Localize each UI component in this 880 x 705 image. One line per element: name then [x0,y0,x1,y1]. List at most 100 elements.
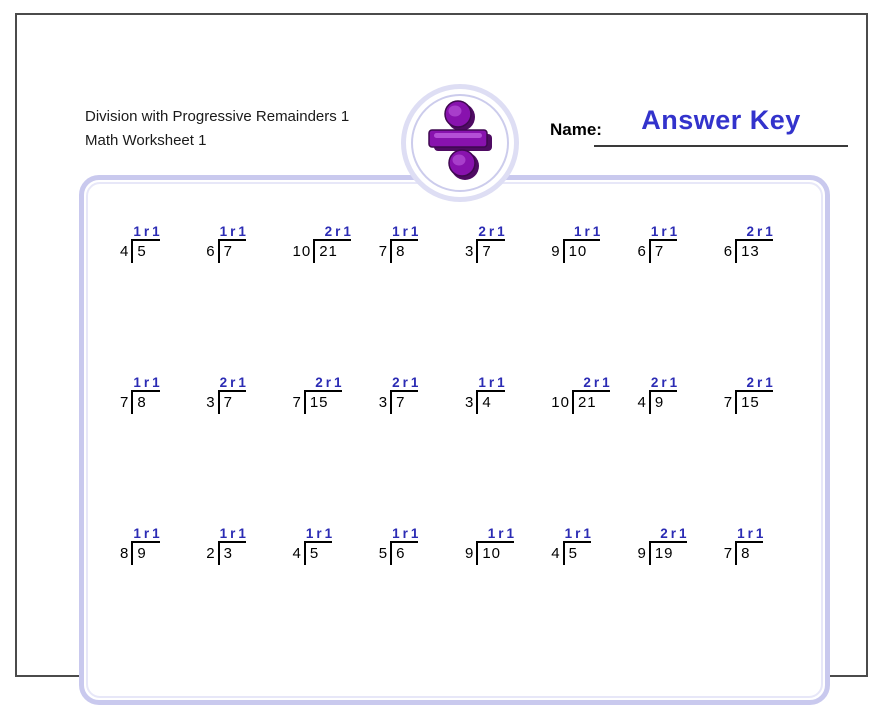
answer-key-text: Answer Key [641,105,801,135]
problem-divisor: 3 [206,394,216,411]
problem-dividend: 3 [217,541,246,565]
problem-divisor: 4 [551,545,561,562]
problem-row: 1 r 1 8 9 1 r 1 2 3 1 r 1 4 5 1 r 1 5 6 1 r 1 9 10 1 r 1 4 5 2 r 1 9 19 1 r 1… [120,526,810,565]
problem-divisor: 4 [637,394,647,411]
division-logo [401,84,519,202]
problem-dividend: 15 [735,390,773,414]
problem-dividend: 5 [562,541,591,565]
problem-divisor: 7 [378,243,389,260]
problem-dividend: 7 [476,239,505,263]
problem-dividend: 5 [131,239,160,263]
division-problem: 2 r 1 7 15 [724,375,773,414]
problem-dividend: 4 [476,390,505,414]
problem-dividend: 6 [390,541,419,565]
problem-row: 1 r 1 7 8 2 r 1 3 7 2 r 1 7 15 2 r 1 3 7 1 r 1 3 4 2 r 1 10 21 2 r 1 4 9 2 r… [120,375,810,414]
worksheet-subtitle: Math Worksheet 1 [85,132,207,149]
worksheet-title: Division with Progressive Remainders 1 [85,108,350,125]
worksheet-titles: Division with Progressive Remainders 1 M… [85,105,349,153]
problem-dividend: 9 [648,390,678,414]
problem-divisor: 4 [292,545,302,562]
problem-divisor: 7 [120,394,130,411]
problem-dividend: 8 [131,390,160,414]
problem-dividend: 21 [313,239,351,263]
problem-divisor: 9 [637,545,647,562]
problem-dividend: 7 [217,390,246,414]
problem-divisor: 6 [637,243,647,260]
problem-divisor: 2 [206,545,216,562]
problem-dividend: 7 [648,239,678,263]
problem-dividend: 19 [648,541,687,565]
problem-divisor: 3 [465,243,475,260]
division-problem: 2 r 1 7 15 [293,375,342,414]
problem-dividend: 13 [735,239,773,263]
problem-dividend: 9 [131,541,160,565]
problem-dividend: 10 [562,239,601,263]
problem-divisor: 7 [292,394,302,411]
division-problem: 1 r 1 9 10 [465,526,515,565]
problem-divisor: 4 [120,243,130,260]
problem-dividend: 5 [303,541,333,565]
division-problem: 2 r 1 9 19 [638,526,687,565]
problem-dividend: 21 [571,390,610,414]
problem-divisor: 3 [378,394,389,411]
division-problem: 2 r 1 6 13 [724,224,773,263]
problem-dividend: 15 [303,390,342,414]
worksheet-page: Division with Progressive Remainders 1 M… [15,13,868,705]
problem-divisor: 8 [120,545,130,562]
division-problem: 2 r 1 10 21 [551,375,610,414]
problem-divisor: 10 [292,243,312,260]
problem-row: 1 r 1 4 5 1 r 1 6 7 2 r 1 10 21 1 r 1 7 8 2 r 1 3 7 1 r 1 9 10 1 r 1 6 7 2 r… [120,224,810,263]
problems-area: 1 r 1 4 5 1 r 1 6 7 2 r 1 10 21 1 r 1 7 8 2 r 1 3 7 1 r 1 9 10 1 r 1 6 7 2 r… [79,175,830,705]
problem-rows: 1 r 1 4 5 1 r 1 6 7 2 r 1 10 21 1 r 1 7 8 2 r 1 3 7 1 r 1 9 10 1 r 1 6 7 2 r… [120,224,810,677]
problem-divisor: 6 [723,243,734,260]
problem-divisor: 7 [723,545,734,562]
problem-dividend: 10 [476,541,515,565]
problem-divisor: 9 [551,243,561,260]
name-label: Name: [550,120,602,139]
problem-dividend: 7 [390,390,419,414]
problem-dividend: 8 [390,239,419,263]
problem-dividend: 8 [735,541,764,565]
name-underline [594,145,848,147]
problem-divisor: 7 [723,394,734,411]
problem-divisor: 3 [465,394,475,411]
problem-divisor: 9 [465,545,475,562]
problem-divisor: 6 [206,243,216,260]
